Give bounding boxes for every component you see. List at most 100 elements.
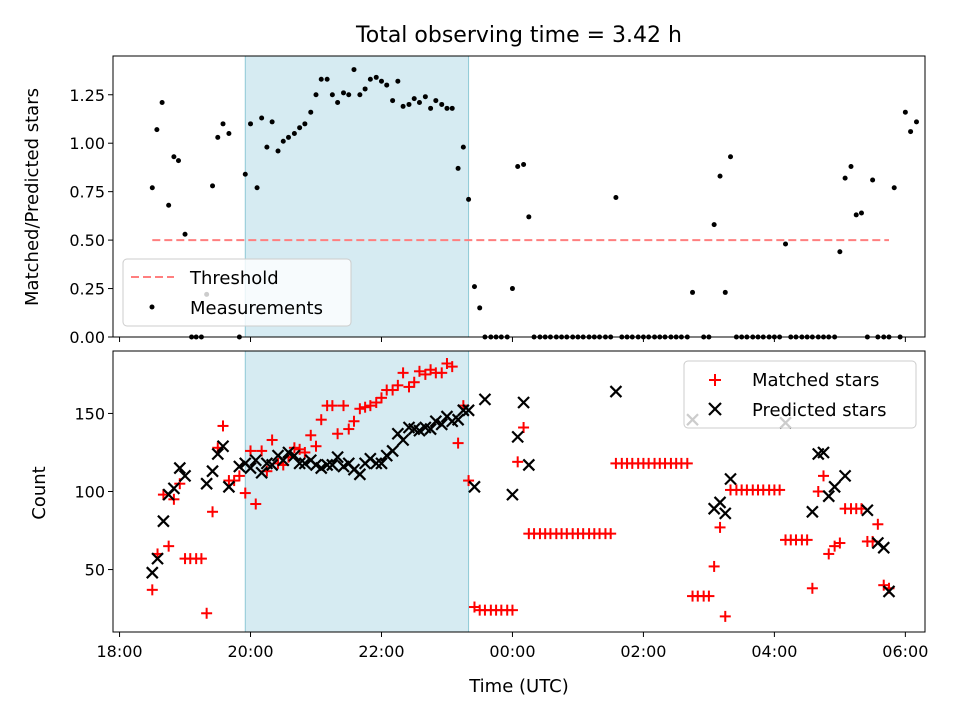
bottom-panel-frame [112, 350, 926, 633]
matched-star-point [605, 528, 617, 540]
matched-star-point [834, 537, 846, 549]
measurement-point [291, 131, 297, 137]
matched-star-point [413, 365, 425, 377]
predicted-star-point [222, 480, 236, 494]
matched-star-point [818, 470, 829, 482]
matched-star-point [338, 400, 350, 412]
matched-star-point [823, 548, 835, 560]
y-tick-label: 0.75 [69, 183, 105, 202]
measurement-point [690, 289, 696, 295]
matched-star-point [801, 534, 813, 546]
matched-star-point [446, 361, 458, 373]
measurement-point [220, 121, 226, 127]
measurement-point [848, 163, 854, 169]
predicted-star-point [157, 514, 170, 528]
predicted-star-point [713, 496, 727, 509]
top-y-axis-label: Matched/Predicted stars [22, 88, 43, 306]
predicted-star-point [724, 472, 737, 486]
measurement-point [357, 92, 363, 98]
legend-measurements-label: Measurements [190, 298, 323, 319]
matched-star-point [250, 498, 262, 510]
predicted-star-point [517, 396, 530, 409]
matched-star-point [463, 475, 475, 487]
measurement-point [166, 202, 172, 208]
measurement-point [215, 134, 221, 140]
measurement-point [455, 165, 461, 171]
predicted-star-point [609, 385, 623, 398]
measurement-point [471, 284, 477, 290]
matched-star-point [370, 397, 382, 409]
matched-star-point [217, 420, 229, 432]
predicted-star-point [424, 422, 437, 436]
measurement-point [477, 305, 483, 311]
matched-star-point [703, 590, 715, 602]
measurement-point [908, 129, 914, 135]
measurement-point [460, 144, 466, 150]
matched-star-point [305, 429, 317, 441]
matched-star-point [375, 392, 387, 404]
matched-star-point [228, 475, 240, 487]
y-tick-label: 150 [74, 404, 105, 423]
measurement-point [297, 125, 303, 131]
measurement-point [242, 171, 248, 177]
y-tick-label: 50 [85, 561, 105, 580]
measurement-point [400, 103, 406, 109]
matched-star-point [436, 367, 448, 379]
predicted-star-point [462, 404, 475, 417]
top-legend: Threshold Measurements [122, 258, 352, 327]
predicted-star-point [326, 458, 339, 472]
measurement-point [870, 177, 876, 183]
measurement-point [335, 100, 341, 106]
legend-predicted-swatch [708, 402, 722, 416]
matched-star-point [708, 560, 720, 572]
measurement-point [428, 105, 434, 111]
measurement-point [254, 185, 260, 191]
y-tick-label: 1.00 [69, 134, 105, 153]
measurement-point [367, 76, 373, 82]
matched-star-point [397, 367, 409, 379]
predicted-star-point [244, 461, 257, 475]
x-tick-label: 06:00 [882, 642, 928, 661]
predicted-star-point [369, 457, 383, 470]
predicted-star-point [353, 468, 367, 481]
measurement-point [913, 119, 919, 125]
measurement-point [858, 210, 864, 216]
measurement-point [182, 231, 188, 237]
predicted-star-point [375, 457, 388, 470]
measurement-point [149, 185, 155, 191]
predicted-star-point [151, 552, 164, 565]
measurement-point [390, 98, 396, 104]
measurement-point [373, 74, 379, 80]
matched-star-point [812, 486, 824, 497]
measurement-point [509, 286, 515, 292]
matched-star-point [806, 582, 818, 594]
measurement-point [521, 162, 527, 168]
measurement-point [210, 183, 216, 189]
measurement-point [329, 92, 335, 98]
matched-star-point [201, 607, 213, 619]
matched-star-point [419, 368, 431, 380]
measurement-point [439, 101, 445, 107]
measurement-point [171, 154, 177, 160]
measurement-point [722, 289, 728, 295]
x-tick-label: 00:00 [489, 642, 535, 661]
matched-star-point [146, 584, 158, 596]
bot-observing-window [244, 350, 470, 633]
measurement-point [449, 105, 455, 111]
predicted-star-point [882, 585, 896, 598]
predicted-star-point [429, 414, 443, 428]
matched-star-point [452, 437, 464, 449]
measurement-point [175, 158, 181, 164]
legend-matched-swatch [709, 374, 721, 386]
predicted-star-point [478, 393, 492, 406]
matched-star-point [714, 521, 726, 533]
measurement-point [837, 249, 843, 255]
matched-star-point [774, 484, 786, 496]
matched-star-point [163, 540, 175, 552]
predicted-star-point [249, 453, 263, 467]
predicted-star-point [200, 477, 213, 490]
measurement-point [302, 121, 308, 127]
predicted-star-point [276, 453, 290, 467]
legend-matched-label: Matched stars [752, 370, 879, 391]
